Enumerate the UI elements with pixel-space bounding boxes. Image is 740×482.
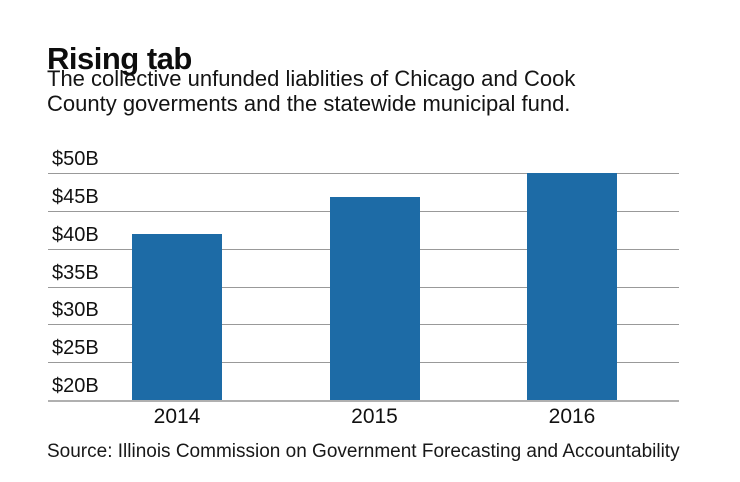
- y-axis-label-35: $35B: [52, 261, 99, 284]
- y-axis-label-30: $30B: [52, 299, 99, 322]
- chart-subtitle: The collective unfunded liablities of Ch…: [47, 66, 575, 116]
- source-note: Source: Illinois Commission on Governmen…: [47, 441, 680, 462]
- subtitle-line-2: County goverments and the statewide muni…: [47, 91, 571, 116]
- y-axis-label-25: $25B: [52, 337, 99, 360]
- x-axis-label-2016: 2016: [548, 405, 596, 428]
- gridline-20: [48, 400, 679, 402]
- bar-2016: [527, 173, 617, 400]
- y-axis-label-50: $50B: [52, 148, 99, 170]
- plot-area: $50B $45B $40B $35B $30B $25B $20B 2014 2015 2016: [48, 149, 679, 428]
- y-axis-label-20: $20B: [52, 375, 99, 397]
- gridline-50: [48, 173, 679, 174]
- x-axis-label-2014: 2014: [153, 405, 201, 428]
- chart-title: Rising tab: [47, 40, 192, 76]
- x-axis-label-2015: 2015: [351, 405, 398, 428]
- subtitle-line-1: The collective unfunded liablities of Ch…: [47, 66, 576, 91]
- bar-2015: [329, 197, 420, 400]
- bar-2014: [132, 233, 222, 400]
- y-axis-label-45: $45B: [52, 185, 99, 208]
- y-axis-label-40: $40B: [52, 223, 99, 246]
